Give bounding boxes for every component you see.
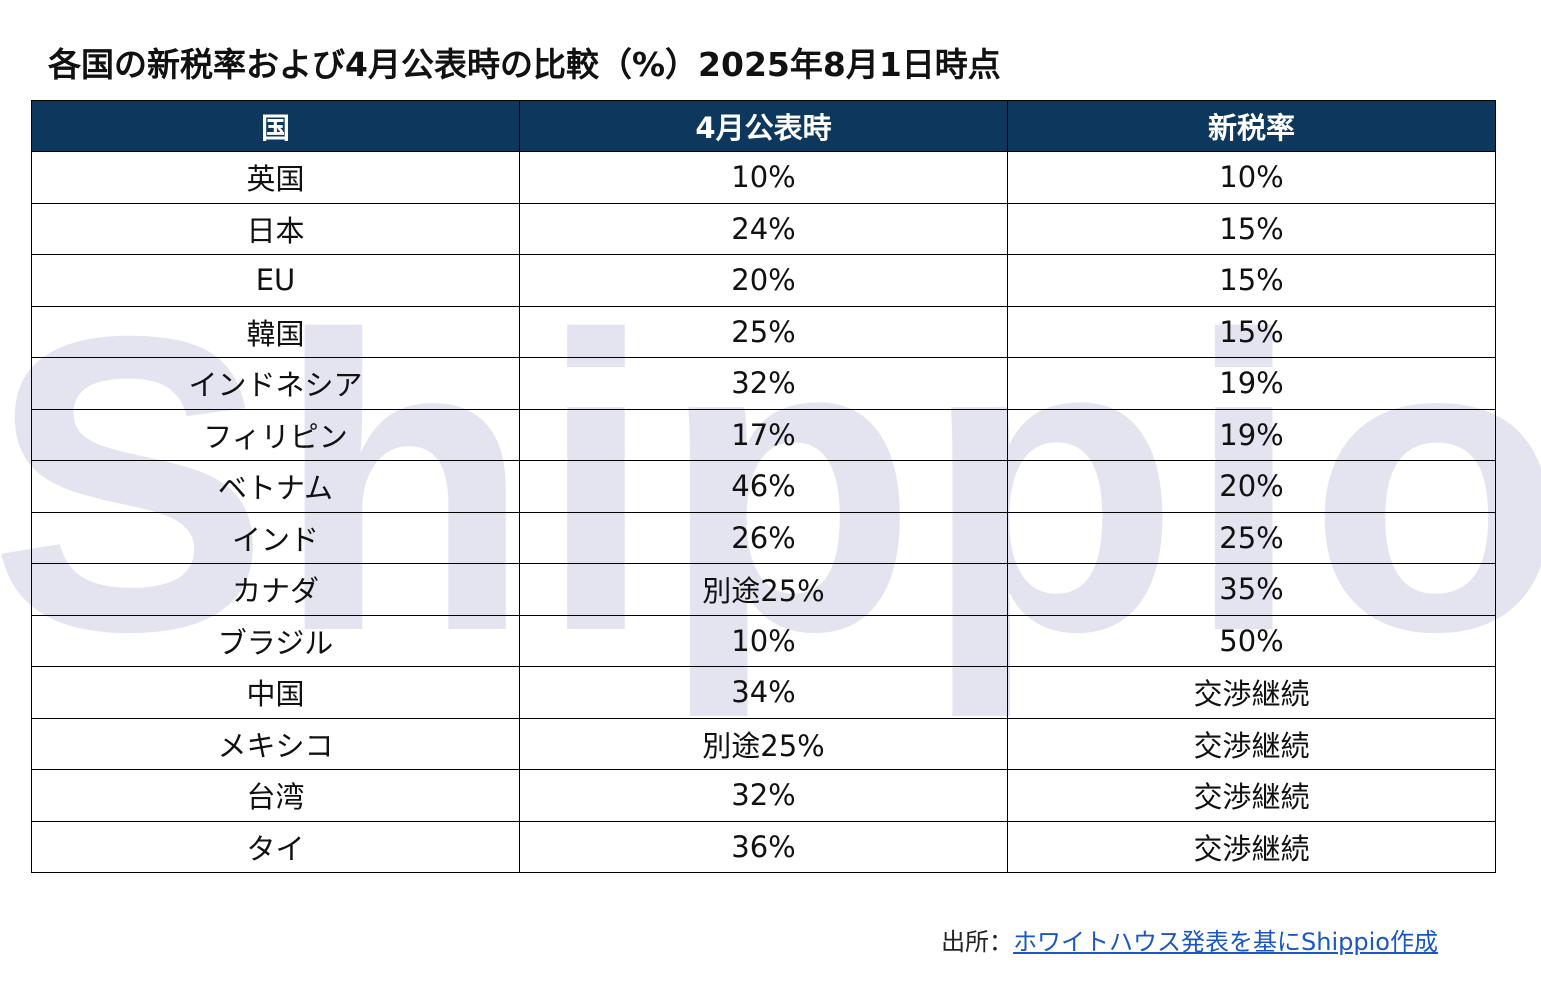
cell-april-rate: 17% — [519, 408, 1008, 461]
header-country: 国 — [31, 100, 520, 152]
header-new-rate: 新税率 — [1007, 100, 1496, 152]
cell-new-rate: 15% — [1007, 202, 1496, 255]
cell-country: 台湾 — [31, 769, 520, 822]
cell-april-rate: 24% — [519, 202, 1008, 255]
cell-new-rate: 交渉継続 — [1007, 717, 1496, 770]
cell-country: ベトナム — [31, 460, 520, 513]
cell-april-rate: 10% — [519, 151, 1008, 204]
cell-country: メキシコ — [31, 717, 520, 770]
table-row: インド 26% 25% — [31, 511, 1496, 564]
page-title: 各国の新税率および4月公表時の比較（%）2025年8月1日時点 — [48, 45, 1001, 84]
cell-country: カナダ — [31, 563, 520, 616]
table-row: 中国 34% 交渉継続 — [31, 666, 1496, 719]
cell-country: 中国 — [31, 666, 520, 719]
cell-april-rate: 25% — [519, 305, 1008, 358]
cell-new-rate: 交渉継続 — [1007, 769, 1496, 822]
table-row: 台湾 32% 交渉継続 — [31, 769, 1496, 822]
table-row: 韓国 25% 15% — [31, 305, 1496, 358]
cell-new-rate: 交渉継続 — [1007, 820, 1496, 873]
table-row: インドネシア 32% 19% — [31, 357, 1496, 410]
source-note: 出所：ホワイトハウス発表を基にShippio作成 — [941, 922, 1438, 957]
cell-april-rate: 46% — [519, 460, 1008, 513]
cell-april-rate: 32% — [519, 357, 1008, 410]
cell-country: インドネシア — [31, 357, 520, 410]
table-row: メキシコ 別途25% 交渉継続 — [31, 717, 1496, 770]
cell-country: インド — [31, 511, 520, 564]
cell-country: 英国 — [31, 151, 520, 204]
cell-new-rate: 交渉継続 — [1007, 666, 1496, 719]
cell-april-rate: 20% — [519, 254, 1008, 307]
table-row: カナダ 別途25% 35% — [31, 563, 1496, 616]
cell-april-rate: 26% — [519, 511, 1008, 564]
table-row: タイ 36% 交渉継続 — [31, 820, 1496, 873]
cell-new-rate: 25% — [1007, 511, 1496, 564]
cell-april-rate: 別途25% — [519, 717, 1008, 770]
cell-april-rate: 34% — [519, 666, 1008, 719]
cell-new-rate: 20% — [1007, 460, 1496, 513]
table-row: 英国 10% 10% — [31, 151, 1496, 204]
table-header-row: 国 4月公表時 新税率 — [31, 100, 1496, 152]
cell-april-rate: 10% — [519, 614, 1008, 667]
cell-new-rate: 19% — [1007, 357, 1496, 410]
cell-april-rate: 別途25% — [519, 563, 1008, 616]
cell-country: ブラジル — [31, 614, 520, 667]
cell-new-rate: 10% — [1007, 151, 1496, 204]
table-row: 日本 24% 15% — [31, 202, 1496, 255]
cell-new-rate: 50% — [1007, 614, 1496, 667]
cell-country: タイ — [31, 820, 520, 873]
table-body: 英国 10% 10% 日本 24% 15% EU 20% 15% 韓国 25% 15% インドネシア 32… — [31, 151, 1496, 873]
cell-new-rate: 19% — [1007, 408, 1496, 461]
table-row: EU 20% 15% — [31, 254, 1496, 307]
cell-country: フィリピン — [31, 408, 520, 461]
cell-country: EU — [31, 254, 520, 307]
cell-country: 韓国 — [31, 305, 520, 358]
cell-new-rate: 15% — [1007, 305, 1496, 358]
cell-april-rate: 36% — [519, 820, 1008, 873]
tariff-table: 国 4月公表時 新税率 英国 10% 10% 日本 24% 15% EU 20% 15% 韓国 25… — [31, 100, 1496, 873]
source-prefix: 出所： — [941, 928, 1014, 956]
table-row: ブラジル 10% 50% — [31, 614, 1496, 667]
table-row: ベトナム 46% 20% — [31, 460, 1496, 513]
header-april-rate: 4月公表時 — [519, 100, 1008, 152]
cell-april-rate: 32% — [519, 769, 1008, 822]
source-link[interactable]: ホワイトハウス発表を基にShippio作成 — [1013, 928, 1438, 956]
cell-new-rate: 35% — [1007, 563, 1496, 616]
table-row: フィリピン 17% 19% — [31, 408, 1496, 461]
cell-country: 日本 — [31, 202, 520, 255]
cell-new-rate: 15% — [1007, 254, 1496, 307]
